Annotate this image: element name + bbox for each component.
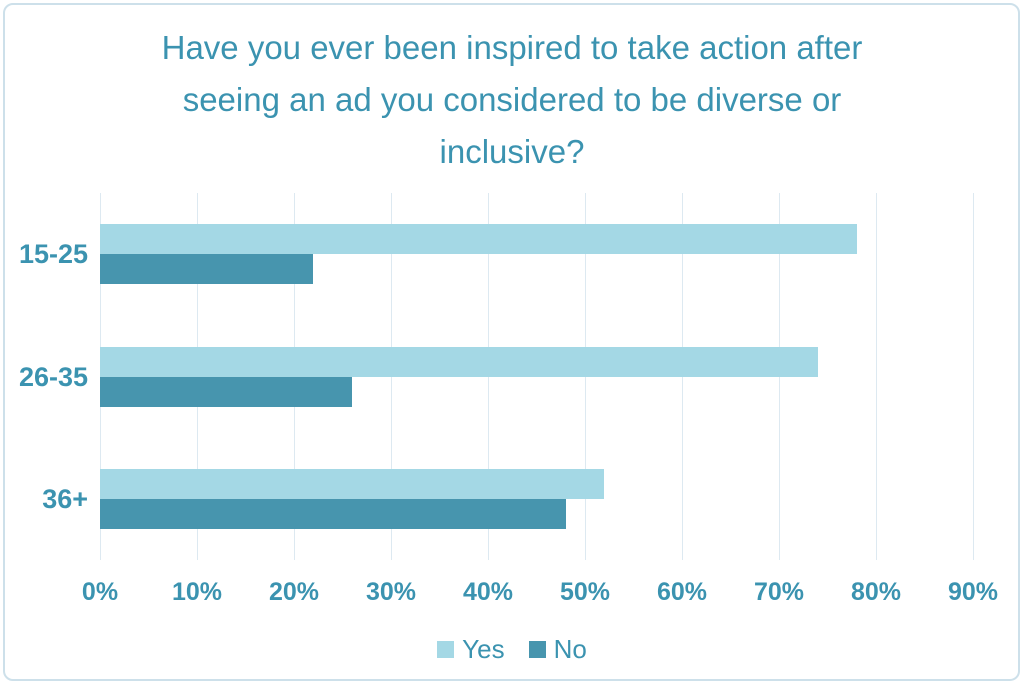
bar-no-15-25 [100,254,313,284]
x-tick-40%: 40% [462,578,514,606]
legend-label-no: No [553,634,587,664]
x-tick-10%: 10% [171,578,223,606]
category-label-36+: 36+ [42,484,88,514]
legend-swatch-yes [437,641,455,658]
bar-no-36+ [100,499,566,529]
bar-no-26-35 [100,377,352,407]
bar-yes-36+ [100,469,604,499]
x-tick-30%: 30% [365,578,417,606]
x-tick-50%: 50% [559,578,611,606]
bar-yes-26-35 [100,347,818,377]
legend-item-no: No [528,634,587,665]
legend: Yes No [0,634,1024,665]
chart-border [3,3,1020,681]
chart-title-line-3: inclusive? [439,133,585,170]
x-tick-0%: 0% [81,578,119,606]
chart-title-line-2: seeing an ad you considered to be divers… [182,81,842,118]
category-label-26-35: 26-35 [18,362,88,392]
bar-yes-15-25 [100,224,857,254]
chart-title: Have you ever been inspired to take acti… [0,22,1024,178]
legend-swatch-no [528,641,546,658]
x-tick-70%: 70% [753,578,805,606]
x-tick-90%: 90% [947,578,999,606]
plot-area [100,193,974,560]
x-tick-60%: 60% [656,578,708,606]
legend-label-yes: Yes [462,634,505,664]
gridline-80% [876,193,877,560]
gridline-90% [973,193,974,560]
x-tick-80%: 80% [850,578,902,606]
x-tick-20%: 20% [268,578,320,606]
category-label-15-25: 15-25 [18,239,88,269]
legend-item-yes: Yes [437,634,505,665]
chart-title-line-1: Have you ever been inspired to take acti… [161,29,863,66]
